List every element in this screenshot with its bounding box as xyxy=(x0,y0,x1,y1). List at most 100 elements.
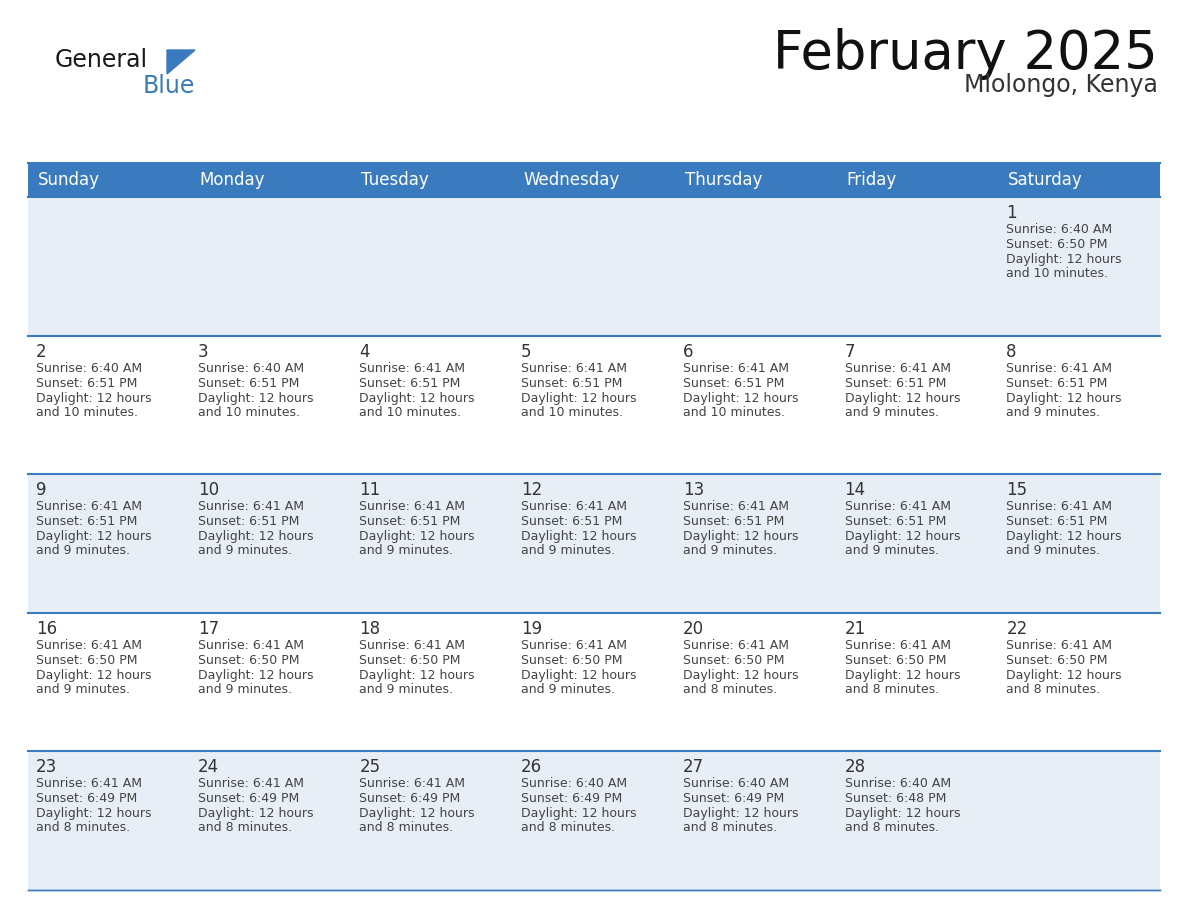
Bar xyxy=(29,475,190,613)
Text: Saturday: Saturday xyxy=(1009,171,1083,189)
Text: 7: 7 xyxy=(845,342,855,361)
Bar xyxy=(675,475,836,613)
Text: 16: 16 xyxy=(36,620,57,638)
Bar xyxy=(998,752,1159,890)
Text: and 8 minutes.: and 8 minutes. xyxy=(845,683,939,696)
Bar xyxy=(998,475,1159,613)
Text: Daylight: 12 hours: Daylight: 12 hours xyxy=(360,669,475,682)
Text: Daylight: 12 hours: Daylight: 12 hours xyxy=(197,808,314,821)
Text: Daylight: 12 hours: Daylight: 12 hours xyxy=(36,808,152,821)
Text: 6: 6 xyxy=(683,342,694,361)
Text: and 9 minutes.: and 9 minutes. xyxy=(845,544,939,557)
Text: Daylight: 12 hours: Daylight: 12 hours xyxy=(360,531,475,543)
Text: Wednesday: Wednesday xyxy=(523,171,619,189)
Text: Sunset: 6:51 PM: Sunset: 6:51 PM xyxy=(36,515,138,528)
Text: and 9 minutes.: and 9 minutes. xyxy=(845,406,939,419)
Bar xyxy=(675,613,836,752)
Text: Sunrise: 6:41 AM: Sunrise: 6:41 AM xyxy=(845,500,950,513)
Text: Sunrise: 6:40 AM: Sunrise: 6:40 AM xyxy=(522,778,627,790)
Text: and 9 minutes.: and 9 minutes. xyxy=(360,683,454,696)
Bar xyxy=(190,197,352,336)
Text: Sunrise: 6:41 AM: Sunrise: 6:41 AM xyxy=(360,639,466,652)
Bar xyxy=(190,475,352,613)
Text: and 9 minutes.: and 9 minutes. xyxy=(522,683,615,696)
Text: Sunrise: 6:41 AM: Sunrise: 6:41 AM xyxy=(522,639,627,652)
Bar xyxy=(352,475,513,613)
Text: Sunrise: 6:40 AM: Sunrise: 6:40 AM xyxy=(845,778,950,790)
Text: Sunrise: 6:41 AM: Sunrise: 6:41 AM xyxy=(197,778,304,790)
Text: 5: 5 xyxy=(522,342,532,361)
Text: Thursday: Thursday xyxy=(684,171,763,189)
Text: 17: 17 xyxy=(197,620,219,638)
Text: Sunset: 6:50 PM: Sunset: 6:50 PM xyxy=(683,654,784,666)
Text: Sunset: 6:50 PM: Sunset: 6:50 PM xyxy=(1006,238,1107,251)
Text: Daylight: 12 hours: Daylight: 12 hours xyxy=(1006,531,1121,543)
Text: 28: 28 xyxy=(845,758,866,777)
Text: and 10 minutes.: and 10 minutes. xyxy=(197,406,299,419)
Text: Daylight: 12 hours: Daylight: 12 hours xyxy=(683,669,798,682)
Text: Sunrise: 6:41 AM: Sunrise: 6:41 AM xyxy=(522,362,627,375)
Text: Daylight: 12 hours: Daylight: 12 hours xyxy=(845,392,960,405)
Text: and 10 minutes.: and 10 minutes. xyxy=(360,406,461,419)
Text: Sunset: 6:51 PM: Sunset: 6:51 PM xyxy=(845,515,946,528)
Bar xyxy=(513,752,675,890)
Text: and 10 minutes.: and 10 minutes. xyxy=(1006,267,1108,280)
Text: Daylight: 12 hours: Daylight: 12 hours xyxy=(683,808,798,821)
Text: Daylight: 12 hours: Daylight: 12 hours xyxy=(845,808,960,821)
Text: Blue: Blue xyxy=(143,74,195,98)
Text: Sunrise: 6:40 AM: Sunrise: 6:40 AM xyxy=(36,362,143,375)
Text: Sunrise: 6:40 AM: Sunrise: 6:40 AM xyxy=(683,778,789,790)
Text: Daylight: 12 hours: Daylight: 12 hours xyxy=(360,808,475,821)
Text: Sunset: 6:49 PM: Sunset: 6:49 PM xyxy=(360,792,461,805)
Text: Sunday: Sunday xyxy=(38,171,100,189)
Text: Sunrise: 6:41 AM: Sunrise: 6:41 AM xyxy=(360,500,466,513)
Text: and 8 minutes.: and 8 minutes. xyxy=(522,822,615,834)
Text: 27: 27 xyxy=(683,758,704,777)
Text: February 2025: February 2025 xyxy=(773,28,1158,80)
Bar xyxy=(190,336,352,475)
Text: and 9 minutes.: and 9 minutes. xyxy=(1006,406,1100,419)
Text: Sunset: 6:49 PM: Sunset: 6:49 PM xyxy=(36,792,138,805)
Text: 26: 26 xyxy=(522,758,542,777)
Text: Sunset: 6:51 PM: Sunset: 6:51 PM xyxy=(360,376,461,389)
Text: Sunset: 6:48 PM: Sunset: 6:48 PM xyxy=(845,792,946,805)
Text: 20: 20 xyxy=(683,620,704,638)
Text: Sunset: 6:51 PM: Sunset: 6:51 PM xyxy=(522,515,623,528)
Text: Daylight: 12 hours: Daylight: 12 hours xyxy=(36,392,152,405)
Bar xyxy=(836,613,998,752)
Text: Friday: Friday xyxy=(847,171,897,189)
Text: Daylight: 12 hours: Daylight: 12 hours xyxy=(197,531,314,543)
Text: and 9 minutes.: and 9 minutes. xyxy=(522,544,615,557)
Text: and 9 minutes.: and 9 minutes. xyxy=(197,683,292,696)
Polygon shape xyxy=(168,50,195,74)
Bar xyxy=(836,752,998,890)
Text: and 10 minutes.: and 10 minutes. xyxy=(36,406,138,419)
Text: 18: 18 xyxy=(360,620,380,638)
Text: Daylight: 12 hours: Daylight: 12 hours xyxy=(845,531,960,543)
Bar xyxy=(29,613,190,752)
Text: Daylight: 12 hours: Daylight: 12 hours xyxy=(1006,392,1121,405)
Text: and 9 minutes.: and 9 minutes. xyxy=(197,544,292,557)
Text: Sunrise: 6:41 AM: Sunrise: 6:41 AM xyxy=(845,639,950,652)
Text: Sunset: 6:51 PM: Sunset: 6:51 PM xyxy=(36,376,138,389)
Text: Daylight: 12 hours: Daylight: 12 hours xyxy=(360,392,475,405)
Text: Sunset: 6:49 PM: Sunset: 6:49 PM xyxy=(522,792,623,805)
Text: Sunset: 6:51 PM: Sunset: 6:51 PM xyxy=(360,515,461,528)
Text: Sunrise: 6:41 AM: Sunrise: 6:41 AM xyxy=(36,500,143,513)
Text: Sunset: 6:51 PM: Sunset: 6:51 PM xyxy=(683,376,784,389)
Text: and 8 minutes.: and 8 minutes. xyxy=(1006,683,1100,696)
Text: Sunrise: 6:41 AM: Sunrise: 6:41 AM xyxy=(36,778,143,790)
Bar xyxy=(190,613,352,752)
Bar xyxy=(29,752,190,890)
Text: Sunset: 6:51 PM: Sunset: 6:51 PM xyxy=(197,376,299,389)
Text: Sunrise: 6:41 AM: Sunrise: 6:41 AM xyxy=(683,362,789,375)
Text: Sunset: 6:51 PM: Sunset: 6:51 PM xyxy=(522,376,623,389)
Text: and 8 minutes.: and 8 minutes. xyxy=(36,822,131,834)
Text: and 8 minutes.: and 8 minutes. xyxy=(197,822,292,834)
Text: 15: 15 xyxy=(1006,481,1028,499)
Bar xyxy=(836,475,998,613)
Text: and 8 minutes.: and 8 minutes. xyxy=(845,822,939,834)
Text: Sunset: 6:49 PM: Sunset: 6:49 PM xyxy=(197,792,299,805)
Text: Sunset: 6:51 PM: Sunset: 6:51 PM xyxy=(845,376,946,389)
Text: Daylight: 12 hours: Daylight: 12 hours xyxy=(197,669,314,682)
